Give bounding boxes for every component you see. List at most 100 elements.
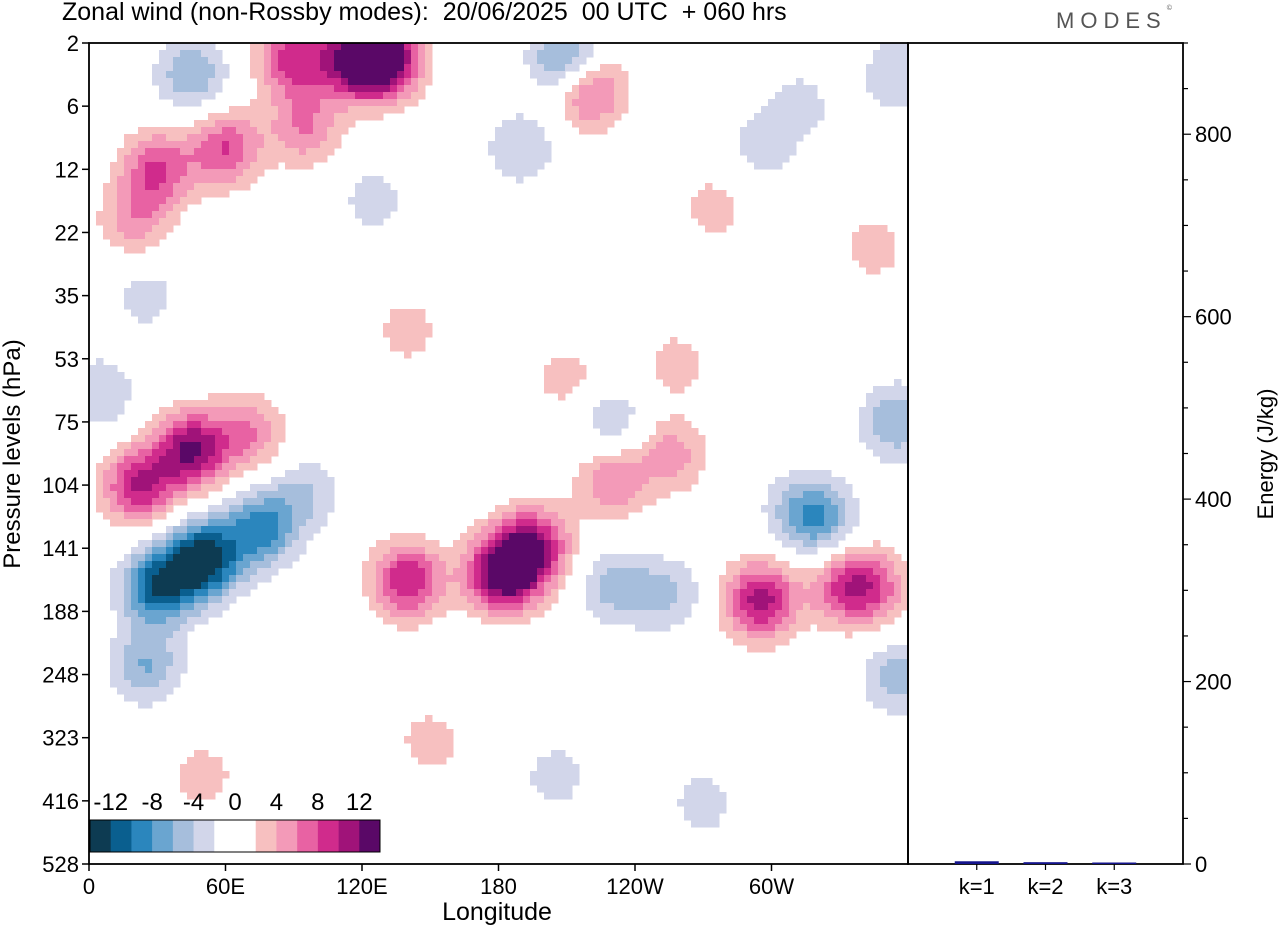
field-cell	[152, 533, 160, 541]
field-cell	[215, 64, 223, 72]
field-cell	[110, 218, 118, 226]
field-cell	[887, 253, 895, 261]
field-cell	[110, 638, 118, 646]
field-cell	[215, 134, 223, 142]
field-cell	[418, 596, 426, 604]
field-cell	[782, 505, 790, 513]
field-cell	[901, 78, 909, 86]
field-cell	[299, 85, 307, 93]
field-cell	[271, 106, 279, 114]
field-cell	[817, 575, 825, 583]
field-cell	[229, 155, 237, 163]
field-cell	[264, 512, 272, 520]
field-cell	[621, 99, 629, 107]
energy-axis-label: Energy (J/kg)	[1253, 388, 1278, 520]
field-cell	[152, 638, 160, 646]
field-cell	[649, 596, 657, 604]
field-cell	[663, 344, 671, 352]
field-cell	[201, 477, 209, 485]
field-cell	[901, 92, 909, 100]
field-cell	[691, 456, 699, 464]
field-cell	[866, 85, 874, 93]
field-cell	[789, 582, 797, 590]
field-cell	[852, 512, 860, 520]
field-cell	[159, 169, 167, 177]
field-cell	[159, 225, 167, 233]
field-cell	[880, 99, 888, 107]
field-cell	[166, 169, 174, 177]
field-cell	[614, 575, 622, 583]
field-cell	[544, 771, 552, 779]
field-cell	[607, 120, 615, 128]
field-cell	[201, 141, 209, 149]
field-cell	[397, 92, 405, 100]
field-cell	[110, 491, 118, 499]
field-cell	[670, 589, 678, 597]
field-cell	[894, 645, 902, 653]
field-cell	[418, 533, 426, 541]
field-cell	[453, 561, 461, 569]
field-cell	[873, 568, 881, 576]
field-cell	[320, 64, 328, 72]
field-cell	[761, 638, 769, 646]
field-cell	[397, 337, 405, 345]
field-cell	[705, 211, 713, 219]
field-cell	[684, 428, 692, 436]
field-cell	[173, 491, 181, 499]
field-cell	[593, 568, 601, 576]
field-cell	[159, 71, 167, 79]
field-cell	[831, 505, 839, 513]
field-cell	[173, 666, 181, 674]
logo-mark: ©	[1166, 5, 1172, 12]
field-cell	[159, 533, 167, 541]
field-cell	[607, 470, 615, 478]
field-cell	[558, 519, 566, 527]
field-cell	[586, 582, 594, 590]
field-cell	[866, 575, 874, 583]
field-cell	[558, 498, 566, 506]
field-cell	[411, 582, 419, 590]
field-cell	[768, 554, 776, 562]
field-cell	[684, 610, 692, 618]
field-cell	[782, 631, 790, 639]
field-cell	[572, 540, 580, 548]
field-cell	[537, 50, 545, 58]
field-cell	[187, 176, 195, 184]
field-cell	[355, 190, 363, 198]
field-cell	[600, 120, 608, 128]
field-cell	[187, 477, 195, 485]
field-cell	[145, 141, 153, 149]
field-cell	[775, 582, 783, 590]
field-cell	[166, 617, 174, 625]
field-cell	[369, 64, 377, 72]
field-cell	[180, 197, 188, 205]
field-cell	[789, 99, 797, 107]
field-cell	[789, 589, 797, 597]
field-cell	[89, 365, 97, 373]
field-cell	[558, 386, 566, 394]
field-cell	[166, 155, 174, 163]
field-cell	[138, 134, 146, 142]
field-cell	[516, 596, 524, 604]
field-cell	[537, 582, 545, 590]
field-cell	[502, 512, 510, 520]
field-cell	[887, 582, 895, 590]
field-cell	[138, 589, 146, 597]
field-cell	[656, 484, 664, 492]
field-cell	[117, 463, 125, 471]
field-cell	[439, 610, 447, 618]
field-cell	[110, 372, 118, 380]
field-cell	[131, 505, 139, 513]
field-cell	[810, 113, 818, 121]
field-cell	[439, 596, 447, 604]
field-cell	[278, 99, 286, 107]
field-cell	[901, 393, 909, 401]
field-cell	[313, 127, 321, 135]
field-cell	[362, 78, 370, 86]
field-cell	[614, 589, 622, 597]
field-cell	[789, 85, 797, 93]
field-cell	[215, 414, 223, 422]
field-cell	[292, 85, 300, 93]
field-cell	[432, 589, 440, 597]
field-cell	[565, 757, 573, 765]
